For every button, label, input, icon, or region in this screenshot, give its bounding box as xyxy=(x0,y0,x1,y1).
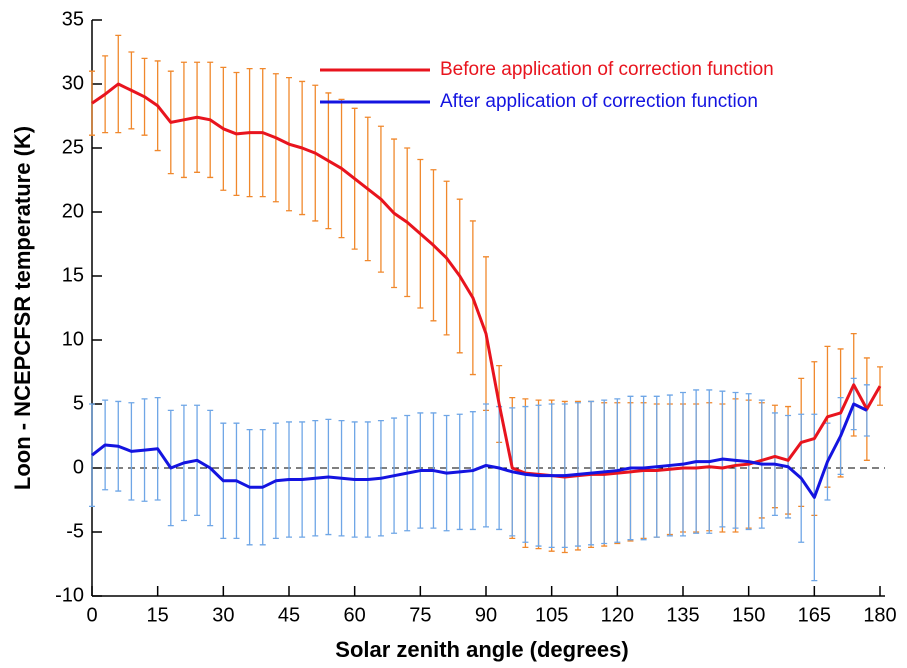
x-tick-label: 105 xyxy=(535,604,568,626)
y-tick-label: 30 xyxy=(62,72,84,94)
data-line xyxy=(91,402,868,499)
legend-label: After application of correction function xyxy=(440,91,758,112)
x-tick-label: 60 xyxy=(344,604,366,626)
x-tick-label: 165 xyxy=(798,604,831,626)
y-tick-label: 35 xyxy=(62,8,84,30)
y-tick-label: -5 xyxy=(66,520,84,542)
x-axis-label: Solar zenith angle (degrees) xyxy=(335,637,628,662)
data-line xyxy=(91,82,882,479)
y-tick-label: 25 xyxy=(62,136,84,158)
y-tick-label: 15 xyxy=(62,264,84,286)
y-tick-label: 20 xyxy=(62,200,84,222)
legend-label: Before application of correction functio… xyxy=(440,59,774,80)
x-tick-label: 30 xyxy=(212,604,234,626)
x-tick-label: 0 xyxy=(86,604,97,626)
y-tick-label: -10 xyxy=(55,584,84,606)
x-tick-label: 135 xyxy=(666,604,699,626)
y-axis-label: Loon - NCEPCFSR temperature (K) xyxy=(10,126,35,490)
x-tick-label: 150 xyxy=(732,604,765,626)
x-tick-label: 75 xyxy=(409,604,431,626)
y-tick-label: 5 xyxy=(73,392,84,414)
x-tick-label: 120 xyxy=(601,604,634,626)
x-tick-label: 180 xyxy=(863,604,896,626)
y-tick-label: 10 xyxy=(62,328,84,350)
x-tick-label: 15 xyxy=(147,604,169,626)
x-tick-label: 90 xyxy=(475,604,497,626)
x-tick-label: 45 xyxy=(278,604,300,626)
y-tick-label: 0 xyxy=(73,456,84,478)
